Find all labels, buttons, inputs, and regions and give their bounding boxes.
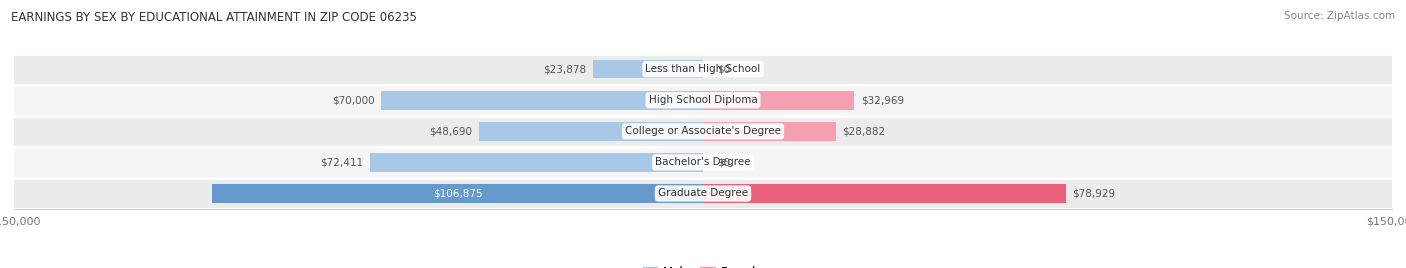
Text: $32,969: $32,969 bbox=[862, 95, 904, 105]
Text: $48,690: $48,690 bbox=[429, 126, 472, 136]
Bar bbox=[14, 85, 1392, 116]
Text: $72,411: $72,411 bbox=[321, 157, 364, 168]
Text: EARNINGS BY SEX BY EDUCATIONAL ATTAINMENT IN ZIP CODE 06235: EARNINGS BY SEX BY EDUCATIONAL ATTAINMEN… bbox=[11, 11, 418, 24]
Text: High School Diploma: High School Diploma bbox=[648, 95, 758, 105]
Bar bbox=[381, 91, 703, 110]
Text: $106,875: $106,875 bbox=[433, 188, 482, 199]
Bar bbox=[703, 91, 855, 110]
Bar bbox=[703, 184, 1066, 203]
Bar bbox=[14, 54, 1392, 85]
Bar bbox=[703, 122, 835, 141]
Bar bbox=[593, 60, 703, 79]
Bar bbox=[14, 178, 1392, 209]
Legend: Male, Female: Male, Female bbox=[638, 262, 768, 268]
Text: $28,882: $28,882 bbox=[842, 126, 886, 136]
Bar bbox=[212, 184, 703, 203]
Text: Source: ZipAtlas.com: Source: ZipAtlas.com bbox=[1284, 11, 1395, 21]
Text: $23,878: $23,878 bbox=[543, 64, 586, 74]
Text: $78,929: $78,929 bbox=[1073, 188, 1115, 199]
Bar bbox=[370, 153, 703, 172]
Text: Bachelor's Degree: Bachelor's Degree bbox=[655, 157, 751, 168]
Text: College or Associate's Degree: College or Associate's Degree bbox=[626, 126, 780, 136]
Text: $0: $0 bbox=[717, 157, 730, 168]
Text: $70,000: $70,000 bbox=[332, 95, 374, 105]
Bar bbox=[479, 122, 703, 141]
Bar bbox=[14, 116, 1392, 147]
Bar bbox=[14, 147, 1392, 178]
Text: Graduate Degree: Graduate Degree bbox=[658, 188, 748, 199]
Text: $0: $0 bbox=[717, 64, 730, 74]
Text: Less than High School: Less than High School bbox=[645, 64, 761, 74]
